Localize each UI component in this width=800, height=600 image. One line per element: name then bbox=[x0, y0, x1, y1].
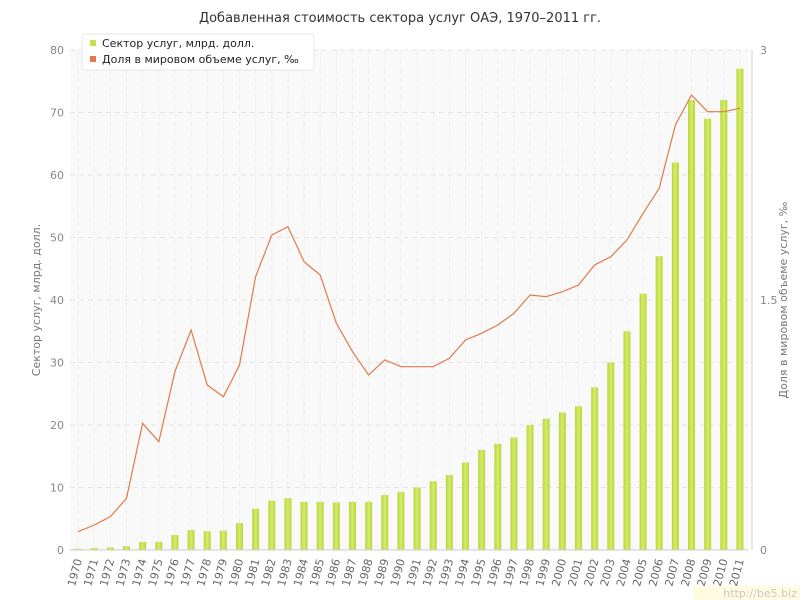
bar bbox=[478, 450, 486, 550]
bar bbox=[90, 548, 98, 550]
bar bbox=[720, 100, 728, 550]
y-tick-left-label: 40 bbox=[50, 294, 64, 307]
legend-swatch-line bbox=[90, 56, 96, 62]
bar bbox=[542, 418, 550, 550]
y-tick-right-label: 3 bbox=[760, 44, 767, 57]
bar bbox=[236, 523, 243, 550]
bar bbox=[671, 162, 679, 550]
watermark: http://be5.biz bbox=[723, 587, 797, 600]
y-tick-left-label: 60 bbox=[50, 169, 64, 182]
bar bbox=[268, 500, 276, 550]
bar bbox=[252, 508, 260, 550]
y-axis-right-title: Доля в мировом объеме услуг, ‰ bbox=[777, 201, 790, 398]
bar bbox=[155, 541, 163, 550]
line-series bbox=[77, 93, 741, 533]
y-tick-left-label: 10 bbox=[50, 482, 64, 495]
y-tick-left-label: 20 bbox=[50, 419, 64, 432]
bar bbox=[332, 502, 340, 550]
legend: Сектор услуг, млрд. долл. Доля в мировом… bbox=[81, 33, 315, 71]
legend-label-line: Доля в мировом объеме услуг, ‰ bbox=[102, 53, 299, 66]
bar bbox=[300, 501, 308, 550]
bar bbox=[365, 501, 373, 550]
y-tick-left-label: 70 bbox=[50, 107, 64, 120]
bar bbox=[494, 443, 502, 550]
y-tick-left-label: 30 bbox=[50, 357, 64, 370]
bar bbox=[203, 531, 211, 550]
bar bbox=[607, 362, 615, 550]
y-tick-left-label: 50 bbox=[50, 232, 64, 245]
legend-label-bar: Сектор услуг, млрд. долл. bbox=[102, 37, 254, 50]
y-axis-right-ticks: 01.53 bbox=[760, 44, 778, 557]
bar bbox=[381, 495, 389, 550]
bar bbox=[413, 487, 421, 550]
watermark-background bbox=[694, 586, 800, 600]
bar bbox=[74, 548, 82, 550]
bar bbox=[284, 498, 292, 550]
bar bbox=[736, 68, 744, 550]
chart-title: Добавленная стоимость сектора услуг ОАЭ,… bbox=[199, 11, 601, 26]
bar bbox=[558, 412, 566, 550]
legend-swatch-bar bbox=[90, 40, 96, 46]
bar bbox=[639, 293, 647, 550]
y-axis-left-ticks: 0 10 20 30 40 50 60 70 80 bbox=[50, 44, 64, 557]
bar bbox=[397, 491, 405, 550]
bar-series bbox=[74, 68, 744, 550]
legend-box bbox=[81, 33, 315, 71]
y-tick-left-label: 0 bbox=[57, 544, 64, 557]
bar bbox=[510, 437, 518, 550]
x-axis-ticks: 1970197119721973197419751976197719781979… bbox=[65, 557, 747, 587]
y-tick-left-label: 80 bbox=[50, 44, 64, 57]
bar bbox=[219, 530, 227, 550]
y-axis-left-title: Сектор услуг, млрд. долл. bbox=[30, 224, 43, 376]
bar bbox=[349, 501, 356, 550]
bar bbox=[429, 481, 437, 550]
y-tick-right-label: 0 bbox=[760, 544, 767, 557]
bar bbox=[316, 501, 324, 550]
bar bbox=[123, 546, 130, 550]
bar bbox=[526, 425, 534, 550]
bar bbox=[704, 118, 712, 550]
bar bbox=[171, 535, 179, 550]
bar bbox=[139, 541, 147, 550]
bar bbox=[445, 475, 453, 550]
y-tick-right-label: 1.5 bbox=[760, 294, 778, 307]
bar bbox=[623, 331, 631, 550]
bar bbox=[187, 530, 195, 550]
bar bbox=[591, 387, 599, 550]
bar bbox=[106, 547, 114, 550]
bar bbox=[575, 406, 582, 550]
bar bbox=[462, 462, 469, 550]
bar bbox=[655, 256, 663, 550]
bar bbox=[688, 100, 695, 550]
